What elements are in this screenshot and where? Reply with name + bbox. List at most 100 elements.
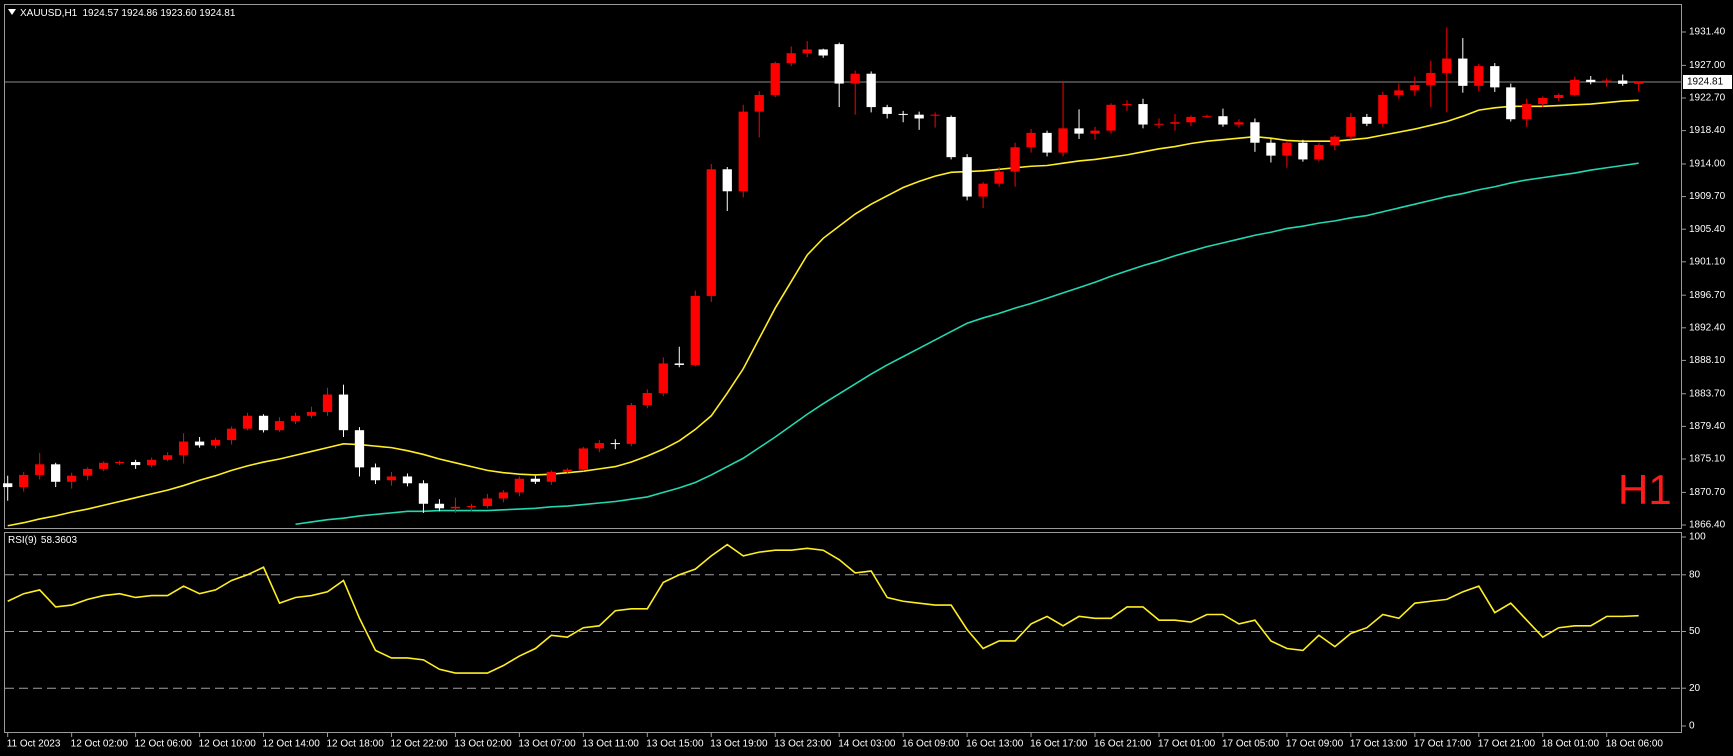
x-tick-label: 12 Oct 06:00 bbox=[135, 739, 193, 750]
candle-body bbox=[1554, 94, 1564, 98]
candle-body bbox=[19, 474, 29, 488]
candle-body bbox=[834, 44, 844, 84]
candle-body bbox=[1538, 97, 1548, 105]
candle-body bbox=[706, 169, 716, 296]
x-tick-label: 12 Oct 14:00 bbox=[263, 739, 321, 750]
last-price-label: 1924.81 bbox=[1687, 77, 1724, 88]
y-tick-label: 1870.70 bbox=[1689, 487, 1726, 498]
candle-body bbox=[99, 462, 109, 469]
menu-triangle[interactable] bbox=[8, 9, 16, 15]
rsi-y-tick-label: 0 bbox=[1689, 721, 1695, 732]
chart-header: XAUUSD,H1 1924.57 1924.86 1923.60 1924.81 bbox=[20, 8, 236, 19]
x-tick-label: 16 Oct 17:00 bbox=[1030, 739, 1088, 750]
x-tick-label: 13 Oct 23:00 bbox=[774, 739, 832, 750]
candle-body bbox=[418, 483, 429, 504]
candle-body bbox=[1314, 145, 1324, 160]
candle-body bbox=[1426, 72, 1436, 86]
y-tick-label: 1905.40 bbox=[1689, 224, 1726, 235]
candle-body bbox=[770, 63, 780, 95]
chart-title: XAUUSD,H1 bbox=[20, 8, 78, 19]
candle-body bbox=[386, 476, 397, 481]
x-tick-label: 17 Oct 05:00 bbox=[1222, 739, 1280, 750]
y-tick-label: 1922.70 bbox=[1689, 93, 1726, 104]
candle-body bbox=[850, 73, 860, 84]
main-panel-frame bbox=[4, 4, 1682, 529]
candle-body bbox=[146, 459, 157, 466]
candle-body bbox=[306, 411, 317, 416]
candle-body bbox=[1618, 80, 1628, 84]
moving-average-line bbox=[295, 162, 1639, 526]
candle-body bbox=[1490, 66, 1500, 88]
candle-body bbox=[514, 478, 525, 493]
candle-body bbox=[898, 113, 908, 115]
candle-body bbox=[1218, 116, 1228, 125]
candle-body bbox=[1442, 58, 1452, 73]
candle-body bbox=[354, 430, 365, 468]
candle-body bbox=[162, 455, 173, 460]
candle-body bbox=[1250, 122, 1260, 143]
rsi-title: RSI(9) bbox=[8, 535, 37, 546]
candle-body bbox=[482, 498, 493, 507]
candle-body bbox=[1058, 128, 1068, 153]
candle-body bbox=[1074, 128, 1084, 134]
candle-body bbox=[1346, 116, 1356, 137]
candle-body bbox=[83, 468, 93, 476]
candle-body bbox=[1010, 147, 1020, 172]
candle-body bbox=[1586, 79, 1596, 83]
candle-body bbox=[946, 116, 956, 158]
candle-body bbox=[690, 295, 700, 365]
candle-body bbox=[466, 506, 477, 508]
x-tick-label: 17 Oct 09:00 bbox=[1286, 739, 1344, 750]
candle-body bbox=[1186, 116, 1196, 123]
rsi-header: RSI(9) 58.3603 bbox=[8, 535, 77, 546]
candle-body bbox=[930, 114, 940, 116]
candle-body bbox=[1410, 85, 1420, 91]
rsi-y-tick-label: 80 bbox=[1689, 569, 1701, 580]
candle-body bbox=[866, 73, 876, 108]
candle-body bbox=[1026, 132, 1036, 148]
x-tick-label: 12 Oct 18:00 bbox=[327, 739, 385, 750]
candle-body bbox=[402, 476, 413, 484]
candle-body bbox=[1266, 142, 1276, 156]
candle-body bbox=[1090, 130, 1100, 134]
candle-body bbox=[51, 464, 61, 482]
candle-body bbox=[1394, 90, 1404, 95]
candle-body bbox=[978, 183, 988, 197]
candle-body bbox=[994, 171, 1004, 184]
candle-body bbox=[530, 478, 541, 482]
x-tick-label: 13 Oct 15:00 bbox=[646, 739, 704, 750]
candle-body bbox=[1298, 142, 1308, 160]
x-tick-label: 13 Oct 07:00 bbox=[518, 739, 576, 750]
x-tick-label: 12 Oct 22:00 bbox=[390, 739, 448, 750]
candle-body bbox=[1602, 80, 1612, 83]
y-tick-label: 1927.00 bbox=[1689, 60, 1726, 71]
x-tick-label: 17 Oct 17:00 bbox=[1414, 739, 1472, 750]
x-tick-label: 14 Oct 03:00 bbox=[838, 739, 896, 750]
candle-body bbox=[322, 394, 333, 412]
candle-body bbox=[178, 441, 189, 456]
candle-body bbox=[754, 94, 764, 112]
candle-body bbox=[626, 405, 636, 444]
x-tick-label: 13 Oct 11:00 bbox=[582, 739, 639, 750]
candle-body bbox=[194, 441, 205, 446]
candle-body bbox=[674, 363, 684, 365]
x-tick-label: 16 Oct 21:00 bbox=[1094, 739, 1152, 750]
x-tick-label: 11 Oct 2023 bbox=[7, 739, 61, 750]
y-tick-label: 1892.40 bbox=[1689, 322, 1726, 333]
x-tick-label: 17 Oct 01:00 bbox=[1158, 739, 1216, 750]
candle-body bbox=[1154, 123, 1164, 125]
candle-body bbox=[434, 503, 445, 509]
candle-body bbox=[242, 415, 253, 429]
candle-body bbox=[114, 462, 125, 464]
candle-body bbox=[370, 467, 381, 481]
candle-body bbox=[35, 464, 45, 475]
moving-average-line bbox=[7, 99, 1639, 527]
candle-body bbox=[1634, 81, 1644, 84]
y-tick-label: 1918.40 bbox=[1689, 125, 1726, 136]
x-tick-label: 17 Oct 21:00 bbox=[1478, 739, 1536, 750]
rsi-panel-frame bbox=[4, 532, 1682, 733]
y-tick-label: 1901.10 bbox=[1689, 256, 1726, 267]
candle-body bbox=[1282, 142, 1292, 156]
rsi-line bbox=[7, 543, 1639, 674]
x-tick-label: 16 Oct 09:00 bbox=[902, 739, 960, 750]
